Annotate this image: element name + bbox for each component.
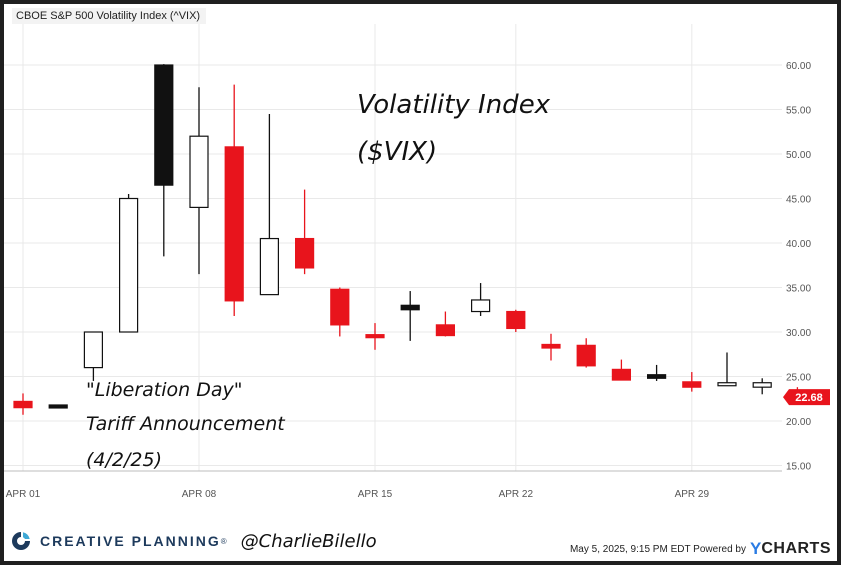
candle: [471, 283, 491, 316]
x-tick-label: APR 01: [6, 489, 41, 500]
candles-group: [13, 64, 808, 415]
candle: [752, 378, 772, 395]
footer-branding: CREATIVE PLANNING ® @CharlieBilello: [10, 526, 377, 556]
candle-body: [224, 146, 244, 302]
candle-body: [541, 343, 561, 349]
brand-trademark: ®: [220, 536, 227, 546]
x-axis-tick-labels: APR 01 APR 08 APR 15 APR 22 APR 29: [6, 489, 710, 500]
x-tick-label: APR 08: [182, 489, 217, 500]
chart-label-line2: ($VIX): [357, 137, 437, 167]
y-tick-label: 60.00: [786, 61, 811, 72]
candle: [717, 352, 737, 387]
candle-body: [189, 135, 209, 208]
y-tick-label: 20.00: [786, 417, 811, 428]
candle-body: [506, 310, 526, 330]
y-tick-label: 35.00: [786, 284, 811, 295]
price-tag-label: 22.68: [795, 392, 823, 404]
candle-body: [435, 324, 455, 337]
candle-body: [682, 381, 702, 388]
candle-body: [48, 404, 68, 409]
last-price-tag: 22.68: [783, 389, 830, 406]
ycharts-logo-text: CHARTS: [761, 540, 831, 557]
ycharts-logo-y: Y: [749, 539, 762, 558]
candle-body: [611, 368, 632, 381]
candle-body: [471, 299, 491, 313]
chart-label-line1: Volatility Index: [357, 90, 551, 120]
candle: [611, 359, 632, 381]
x-tick-label: APR 15: [358, 489, 393, 500]
candle-body: [13, 400, 33, 409]
candle: [506, 309, 526, 332]
candle: [83, 331, 104, 381]
candle: [295, 189, 315, 275]
y-tick-label: 45.00: [786, 195, 811, 206]
candle-body: [576, 344, 596, 367]
candle-body: [752, 382, 772, 388]
candle: [682, 372, 702, 392]
candle: [48, 404, 68, 409]
candle: [154, 64, 174, 257]
candle: [646, 364, 667, 381]
brand-name: CREATIVE PLANNING: [40, 533, 221, 549]
y-axis-tick-labels: 60.00 55.00 50.00 45.00 40.00 35.00 30.00 25.00…: [786, 61, 811, 473]
candle: [189, 87, 209, 275]
candle: [576, 338, 596, 368]
y-tick-label: 55.00: [786, 106, 811, 117]
candle-body: [259, 237, 279, 296]
author-handle: @CharlieBilello: [240, 530, 377, 552]
y-tick-label: 50.00: [786, 150, 811, 161]
candle: [13, 393, 33, 415]
candle-body: [365, 334, 385, 339]
vix-candlestick-chart: 60.00 55.00 50.00 45.00 40.00 35.00 30.00 25.00…: [4, 24, 830, 500]
candle: [541, 333, 561, 361]
candle-body: [400, 304, 420, 311]
candle-body: [646, 374, 667, 379]
price-tag-shape: [783, 389, 830, 406]
x-tick-label: APR 22: [499, 489, 534, 500]
creative-planning-logo-icon: [12, 532, 30, 550]
candle: [259, 113, 279, 296]
candle-body: [83, 331, 104, 369]
x-tick-label: APR 29: [675, 489, 710, 500]
candle: [224, 84, 244, 316]
candle: [400, 291, 420, 341]
candle: [435, 311, 455, 337]
chart-title: CBOE S&P 500 Volatility Index (^VIX): [12, 8, 207, 24]
event-label-line1: "Liberation Day": [86, 379, 243, 401]
event-label-line3: (4/2/25): [86, 449, 162, 471]
y-tick-label: 30.00: [786, 328, 811, 339]
y-tick-label: 40.00: [786, 239, 811, 250]
chart-frame: 60.00 55.00 50.00 45.00 40.00 35.00 30.00 25.00…: [4, 4, 837, 561]
y-tick-label: 15.00: [786, 462, 811, 473]
candle: [118, 194, 139, 333]
candle: [330, 287, 350, 337]
candle-body: [330, 288, 350, 326]
timestamp-text: May 5, 2025, 9:15 PM EDT Powered by: [569, 543, 746, 555]
candle-body: [154, 64, 174, 186]
y-tick-label: 25.00: [786, 373, 811, 384]
candle-body: [717, 382, 737, 387]
candle: [365, 323, 385, 350]
candle-body: [295, 237, 315, 269]
candle-body: [118, 197, 139, 333]
event-label-line2: Tariff Announcement: [86, 413, 286, 435]
footer-source: May 5, 2025, 9:15 PM EDT Powered by Y CH…: [570, 539, 831, 559]
